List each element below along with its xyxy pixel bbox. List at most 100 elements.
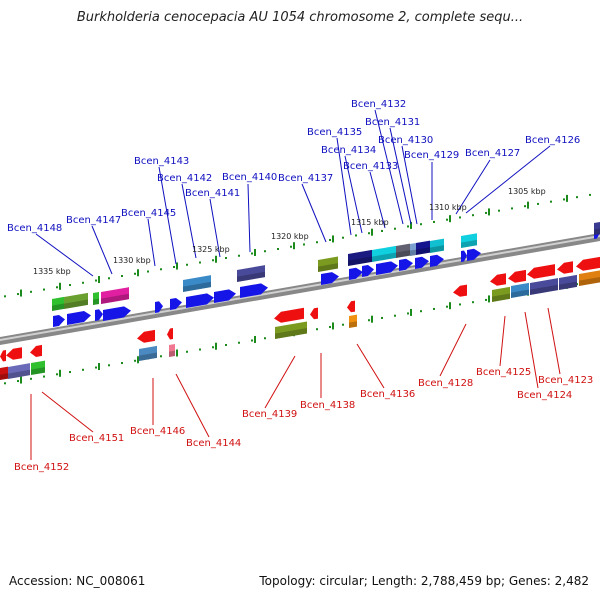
lower-track-dot [459,303,461,306]
forward-gene-box-1 [64,292,88,309]
reverse-gene-box-6-shade [349,321,357,328]
upper-track-dot [407,225,409,228]
lower-track-dot [4,382,6,385]
upper-track-dot [108,277,110,280]
forward-gene-box-9 [396,243,410,258]
lower-track-dot [82,368,84,371]
forward-leader-9 [344,155,363,234]
gene-label-bcen-4146: Bcen_4146 [130,426,185,437]
forward-leader-2 [147,218,156,267]
lower-track-dot [433,307,435,310]
kbp-label-1330: 1330 kbp [113,256,151,265]
gene-label-bcen-4128: Bcen_4128 [418,378,473,389]
forward-leader-13 [401,145,418,225]
gene-label-bcen-4148: Bcen_4148 [7,223,62,234]
upper-track-tick [293,242,295,250]
forward-arrow-4 [155,301,163,313]
upper-track-tick [176,262,178,270]
gene-label-bcen-4134: Bcen_4134 [321,145,376,156]
kbp-label-1315: 1315 kbp [351,218,389,227]
lower-track-dot [186,350,188,353]
forward-gene-box-14-shade [594,228,600,235]
gene-label-bcen-4137: Bcen_4137 [278,173,333,184]
reverse-gene-box-4-shade [169,350,175,357]
upper-track-dot [303,243,305,246]
gene-label-bcen-4145: Bcen_4145 [121,208,176,219]
reverse-gene-box-10-shade [559,281,577,290]
label-leaders [30,109,561,460]
reverse-arrow-1 [6,347,22,360]
accession-text: Accession: NC_008061 [9,574,146,588]
forward-gene-box-4-shade [183,281,211,292]
upper-track-dot [238,254,240,257]
lower-track-dot [56,373,58,376]
lower-track-dot [342,323,344,326]
lower-track-tick [371,315,373,323]
upper-track-tick [59,282,61,290]
lower-track-tick [215,342,217,350]
upper-track-dot [589,193,591,196]
upper-track-dot [69,284,71,287]
upper-track-tick [449,215,451,223]
upper-track-tick [20,289,22,297]
lower-track-dot [264,337,266,340]
upper-track-dot [381,229,383,232]
upper-track-tick [566,194,568,202]
forward-gene-box-0-shade [52,303,64,311]
reverse-gene-box-5 [275,321,307,339]
reverse-leader-6 [356,343,385,389]
forward-gene-box-5-shade [237,271,265,282]
forward-gene-box-13 [461,233,477,248]
upper-track-dot [56,286,58,289]
reverse-gene-box-1-shade [8,369,30,379]
gene-label-bcen-4127: Bcen_4127 [465,148,520,159]
gene-label-bcen-4140: Bcen_4140 [222,172,277,183]
backbone-highlight [0,235,600,341]
gene-label-bcen-4143: Bcen_4143 [134,156,189,167]
lower-track-tick [20,376,22,384]
forward-gene-box-14 [594,221,600,235]
forward-arrow-17 [467,248,481,261]
reverse-leader-1 [41,391,94,433]
reverse-gene-box-4 [169,343,175,357]
reverse-gene-box-2 [31,360,45,375]
reverse-gene-box-3-shade [139,352,157,361]
upper-track-dot [173,266,175,269]
reverse-arrow-5 [274,307,304,323]
lower-track-tick [449,302,451,310]
upper-track-dot [420,223,422,226]
upper-track-dot [17,293,19,296]
upper-track-dot [342,236,344,239]
lower-track-tick [488,295,490,303]
gene-label-bcen-4126: Bcen_4126 [525,135,580,146]
forward-gene-box-11-shade [416,247,430,255]
forward-arrow-14 [415,256,429,269]
forward-gene-box-0 [52,296,64,311]
upper-track-dot [199,261,201,264]
upper-track-dot [459,216,461,219]
forward-gene-box-8 [372,245,396,262]
upper-track-dot [43,288,45,291]
lower-track-dot [420,310,422,313]
reverse-arrow-6 [310,307,318,320]
reverse-arrow-4 [167,327,173,340]
lower-track-dot [160,355,162,358]
forward-arrow-8 [240,283,268,298]
summary-text: Topology: circular; Length: 2,788,459 bp… [259,574,589,588]
reverse-arrow-2 [30,344,42,357]
upper-track-tick [488,208,490,216]
upper-track-dot [537,202,539,205]
reverse-gene-box-8-shade [511,289,529,298]
lower-track-dot [329,325,331,328]
reverse-arrow-7 [347,300,355,313]
reverse-gene-box-7 [492,286,510,302]
upper-track-dot [485,211,487,214]
forward-leader-8 [336,137,352,236]
gene-label-bcen-4131: Bcen_4131 [365,117,420,128]
gene-label-bcen-4136: Bcen_4136 [360,389,415,400]
forward-arrow-7 [214,289,236,303]
reverse-gene-box-1 [8,363,30,379]
kbp-label-1305: 1305 kbp [508,187,546,196]
lower-track-dot [368,319,370,322]
forward-gene-box-12 [430,238,444,253]
